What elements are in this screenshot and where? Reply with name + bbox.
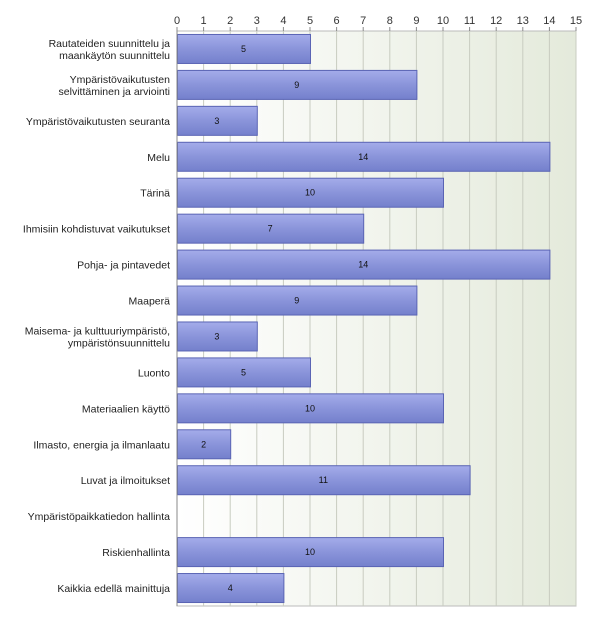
data-label: 3 bbox=[214, 331, 219, 341]
category-label: Tärinä bbox=[140, 188, 170, 200]
category-label-line: Materiaalien käyttö bbox=[82, 403, 170, 415]
x-axis-ticks: 0 1 2 3 4 5 6 7 8 9 10 11 12 13 14 15 bbox=[174, 15, 582, 31]
category-label-line: Riskienhallinta bbox=[102, 547, 170, 559]
category-label-line: Ympäristövaikutusten seuranta bbox=[26, 116, 170, 128]
bar bbox=[177, 393, 444, 424]
bar bbox=[177, 573, 285, 604]
category-label-line: Ilmasto, energia ja ilmanlaatu bbox=[33, 439, 170, 451]
category-labels: Rautateiden suunnittelu ja maankäytön suu… bbox=[23, 38, 170, 595]
category-label: Kaikkia edellä mainittuja bbox=[57, 583, 170, 595]
category-label-line: Ihmisiin kohdistuvat vaikutukset bbox=[23, 224, 170, 236]
category-label: Melu bbox=[147, 152, 170, 164]
category-label: Luonto bbox=[138, 367, 170, 379]
bar bbox=[177, 141, 551, 172]
bar bbox=[177, 285, 418, 316]
bar bbox=[177, 69, 418, 100]
tick-label: 9 bbox=[413, 15, 419, 27]
data-label: 9 bbox=[294, 296, 299, 306]
data-label: 2 bbox=[201, 439, 206, 449]
tick-label: 5 bbox=[307, 15, 313, 27]
data-label: 5 bbox=[241, 44, 246, 54]
tick-label: 3 bbox=[254, 15, 260, 27]
data-label: 5 bbox=[241, 367, 246, 377]
category-label-line: Luonto bbox=[138, 367, 170, 379]
tick-label: 4 bbox=[280, 15, 286, 27]
category-label-line: Rautateiden suunnittelu ja bbox=[49, 38, 171, 50]
data-label: 10 bbox=[305, 547, 315, 557]
tick-label: 2 bbox=[227, 15, 233, 27]
category-label-line: Maaperä bbox=[129, 296, 171, 308]
category-label: Ihmisiin kohdistuvat vaikutukset bbox=[23, 224, 170, 236]
bar bbox=[177, 33, 311, 64]
category-label-line: Ympäristövaikutusten bbox=[70, 74, 171, 86]
data-label: 11 bbox=[319, 475, 328, 485]
tick-label: 10 bbox=[437, 15, 449, 27]
bar bbox=[177, 357, 311, 388]
data-label: 9 bbox=[294, 80, 299, 90]
category-label: Maisema- ja kulttuuriympäristö, ympäristö… bbox=[25, 325, 170, 349]
tick-label: 7 bbox=[360, 15, 366, 27]
category-label-line: selvittäminen ja arviointi bbox=[59, 86, 170, 98]
bar bbox=[177, 537, 444, 568]
bar bbox=[177, 105, 258, 136]
tick-label: 6 bbox=[334, 15, 340, 27]
category-label-line: Pohja- ja pintavedet bbox=[77, 260, 170, 272]
category-label-line: Melu bbox=[147, 152, 170, 164]
data-label: 14 bbox=[358, 152, 368, 162]
tick-label: 14 bbox=[543, 15, 555, 27]
tick-label: 13 bbox=[517, 15, 529, 27]
tick-label: 15 bbox=[570, 15, 582, 27]
category-label: Pohja- ja pintavedet bbox=[77, 260, 170, 272]
category-label-line: Ympäristöpaikkatiedon hallinta bbox=[28, 511, 171, 523]
category-label: Rautateiden suunnittelu ja maankäytön suu… bbox=[49, 38, 171, 62]
tick-label: 11 bbox=[464, 15, 475, 27]
category-label: Ympäristövaikutusten selvittäminen ja arv… bbox=[59, 74, 171, 98]
data-label: 10 bbox=[305, 188, 315, 198]
bar bbox=[177, 249, 551, 280]
category-label: Ilmasto, energia ja ilmanlaatu bbox=[33, 439, 170, 451]
data-label: 7 bbox=[268, 224, 273, 234]
data-label: 3 bbox=[214, 116, 219, 126]
bar bbox=[177, 429, 232, 460]
data-label: 14 bbox=[358, 260, 368, 270]
tick-label: 1 bbox=[201, 15, 207, 27]
tick-label: 12 bbox=[490, 15, 502, 27]
category-label: Luvat ja ilmoitukset bbox=[81, 475, 170, 487]
category-label-line: Tärinä bbox=[140, 188, 170, 200]
category-label-line: maankäytön suunnittelu bbox=[59, 50, 170, 62]
data-label: 10 bbox=[305, 403, 315, 413]
category-label-line: Kaikkia edellä mainittuja bbox=[57, 583, 170, 595]
category-label: Materiaalien käyttö bbox=[82, 403, 170, 415]
tick-label: 8 bbox=[387, 15, 393, 27]
category-label-line: Luvat ja ilmoitukset bbox=[81, 475, 170, 487]
bars: 5 9 3 14 10 7 14 9 3 5 10 2 11 10 4 bbox=[177, 33, 551, 604]
bar bbox=[177, 213, 365, 244]
category-label-line: ympäristönsuunnittelu bbox=[68, 337, 170, 349]
category-label: Maaperä bbox=[129, 296, 171, 308]
category-label: Ympäristöpaikkatiedon hallinta bbox=[28, 511, 171, 523]
category-label: Riskienhallinta bbox=[102, 547, 170, 559]
tick-label: 0 bbox=[174, 15, 180, 27]
category-label-line: Maisema- ja kulttuuriympäristö, bbox=[25, 325, 170, 337]
bar bbox=[177, 177, 444, 208]
category-label: Ympäristövaikutusten seuranta bbox=[26, 116, 170, 128]
data-label: 4 bbox=[228, 583, 233, 593]
